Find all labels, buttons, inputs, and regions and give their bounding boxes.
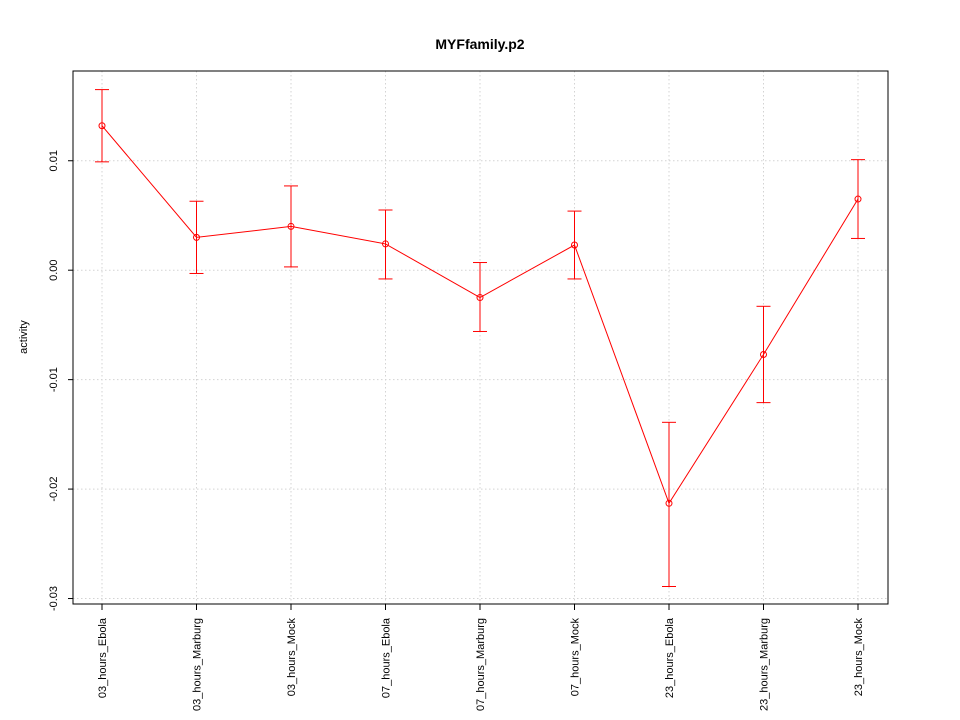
plot-frame [72,70,889,605]
chart-title: MYFfamily.p2 [435,36,524,52]
y-tick-label: 0.01 [48,150,60,171]
y-tick-label: 0.00 [48,259,60,280]
y-tick-label: -0.03 [48,586,60,611]
series [95,89,865,587]
data-point [476,294,484,302]
y-tick-label: -0.01 [48,367,60,392]
axes: -0.03 -0.02 -0.01 0.00 0.01 03_hours_Ebola 03_… [48,150,865,711]
data-point [287,222,295,230]
data-point [382,240,389,248]
data-point [571,241,578,249]
data-point [665,499,673,507]
x-tick-label: 03_hours_Mock [286,618,298,697]
data-point [98,122,106,130]
grid [73,71,888,604]
x-tick-label: 03_hours_Marburg [192,618,204,711]
x-tick-label: 07_hours_Mock [570,618,582,697]
x-tick-label: 07_hours_Marburg [475,618,487,711]
x-tick-label: 23_hours_Ebola [664,617,676,698]
data-point [193,233,200,241]
data-point [854,195,862,203]
y-axis-label: activity [18,320,30,354]
x-tick-label: 07_hours_Ebola [381,617,393,698]
y-tick-label: -0.02 [48,477,60,502]
x-tick-label: 23_hours_Mock [853,618,865,697]
data-point [760,350,767,358]
x-tick-label: 03_hours_Ebola [97,617,109,698]
x-tick-label: 23_hours_Marburg [759,618,771,711]
